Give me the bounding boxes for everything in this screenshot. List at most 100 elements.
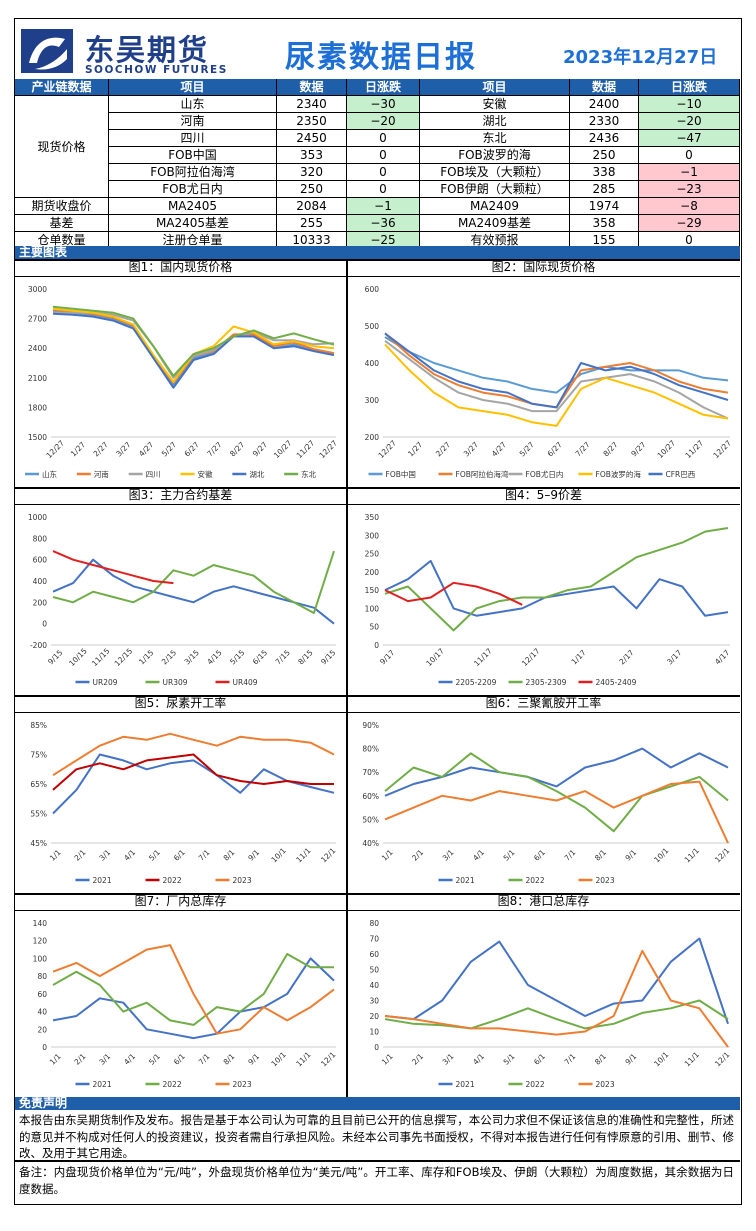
- x-tick-label: 4/27: [490, 440, 508, 458]
- table-value: 2330: [570, 113, 639, 130]
- legend-label: UR309: [163, 678, 188, 687]
- table-header-1: 项目: [109, 79, 277, 96]
- x-tick-label: 2/1: [73, 848, 88, 863]
- y-tick-label: 300: [365, 531, 380, 540]
- table-change: −20: [347, 113, 420, 130]
- y-tick-label: 55%: [30, 810, 47, 819]
- series-line-2022: [384, 752, 729, 833]
- legend-label: 2021: [93, 876, 112, 885]
- footnote-text: 备注：内盘现货价格单位为“元/吨”，外盘现货价格单位为“美元/吨”。开工率、库存…: [19, 1165, 734, 1196]
- x-tick-label: 5/1: [147, 1052, 162, 1067]
- logo-english-name: SOOCHOW FUTURES: [85, 64, 228, 76]
- table-value: 255: [277, 215, 347, 232]
- chart-title: 图6：三聚氰胺开工率: [347, 695, 740, 713]
- x-tick-label: 12/27: [711, 438, 733, 460]
- chart-title: 图7：厂内总库存: [15, 893, 346, 911]
- y-tick-label: 1500: [28, 433, 47, 442]
- y-tick-label: 40: [369, 981, 379, 990]
- series-line-2021: [384, 937, 729, 1025]
- y-tick-label: 100: [365, 604, 380, 613]
- y-tick-label: 20: [369, 1012, 379, 1021]
- series-line-UR409: [52, 550, 174, 585]
- y-tick-label: 400: [33, 577, 48, 586]
- legend-label: 2023: [596, 1080, 615, 1089]
- x-tick-label: 4/17: [713, 648, 731, 666]
- x-tick-label: 6/1: [172, 848, 187, 863]
- chart-title: 图4：5–9价差: [347, 487, 740, 505]
- x-tick-label: 8/1: [593, 848, 608, 863]
- x-tick-label: 7/15: [274, 648, 292, 666]
- x-tick-label: 12/27: [44, 438, 66, 460]
- legend-label: 四川: [146, 470, 161, 479]
- chart-c4: 350 300 250 200 150 100 50 09/17 10/17 11/17 12/17…: [365, 513, 732, 687]
- legend-label: 2021: [456, 1080, 475, 1089]
- table-value: 338: [570, 164, 639, 181]
- legend-label: 2023: [233, 876, 252, 885]
- x-tick-label: 5/1: [502, 848, 517, 863]
- series-line-FOB尤日内: [384, 340, 729, 420]
- chart-c5: 85% 75% 65% 55% 45%1/1 2/1 3/1 4/1 5/1 6/1 7/1 8/1 9…: [30, 721, 337, 885]
- legend-label: FOB波罗的海: [596, 469, 642, 479]
- y-tick-label: 75%: [30, 751, 47, 760]
- y-tick-label: 50: [369, 966, 379, 975]
- table-change: −30: [347, 96, 420, 113]
- x-tick-label: 7/1: [563, 848, 578, 863]
- table-group-label: 现货价格: [15, 96, 109, 198]
- legend-label: 河南: [94, 469, 109, 479]
- y-tick-label: 500: [365, 322, 380, 331]
- chart-title: 图2：国际现货价格: [347, 259, 740, 277]
- y-tick-label: 250: [365, 550, 380, 559]
- disclaimer-divider: [15, 1160, 740, 1162]
- table-change: −25: [347, 232, 420, 249]
- chart-row-divider: [15, 893, 740, 895]
- chart-row-divider: [15, 695, 740, 697]
- legend-label: 2023: [596, 876, 615, 885]
- x-tick-label: 12/15: [113, 646, 135, 668]
- x-tick-label: 3/27: [462, 440, 480, 458]
- y-tick-label: 400: [365, 359, 380, 368]
- y-tick-label: 40: [37, 1008, 47, 1017]
- series-line-2021: [52, 753, 335, 815]
- x-tick-label: 1/1: [48, 1052, 63, 1067]
- report-frame: 东吴期货 SOOCHOW FUTURES 尿素数据日报 2023年12月27日 …: [14, 18, 742, 1205]
- legend-label: 2022: [163, 1080, 182, 1089]
- y-tick-label: 200: [365, 568, 380, 577]
- table-change: 0: [347, 147, 420, 164]
- x-tick-label: 12/27: [317, 438, 339, 460]
- logo-chinese-name: 东吴期货: [85, 33, 210, 67]
- table-item: MA2409: [420, 198, 570, 215]
- chart-title: 图5：尿素开工率: [15, 695, 346, 713]
- y-tick-label: 0: [374, 1043, 379, 1052]
- x-tick-label: 2/1: [73, 1052, 88, 1067]
- soochow-logo-icon: [21, 29, 73, 73]
- table-header-6: 日涨跌: [639, 79, 740, 96]
- legend-label: 2022: [526, 1080, 545, 1089]
- table-value: 2350: [277, 113, 347, 130]
- y-tick-label: 80%: [362, 745, 379, 754]
- x-tick-label: 6/27: [183, 440, 201, 458]
- y-tick-label: 50: [369, 623, 379, 632]
- y-tick-label: 800: [33, 534, 48, 543]
- legend-label: 2022: [163, 876, 182, 885]
- chart-c8: 80 70 60 50 40 30 20 10 01/1 2/1 3/1 4/1 5/1 6/1 7/1 8/…: [369, 919, 731, 1089]
- y-tick-label: 1000: [28, 513, 47, 522]
- series-line-2405-2409: [384, 581, 523, 606]
- series-line-2022: [52, 753, 334, 791]
- table-item: 四川: [109, 130, 277, 147]
- series-line-东北: [52, 305, 335, 377]
- x-tick-label: 3/27: [114, 440, 132, 458]
- table-change: 0: [347, 181, 420, 198]
- x-tick-label: 11/27: [683, 438, 705, 460]
- x-tick-label: 2/1: [410, 1052, 425, 1067]
- y-tick-label: 80: [37, 972, 47, 981]
- series-line-2305-2309: [384, 527, 729, 632]
- table-item: FOB阿拉伯海湾: [109, 164, 277, 181]
- x-tick-label: 9/1: [623, 848, 638, 863]
- disclaimer-text: 本报告由东吴期货制作及发布。报告是基于本公司认为可靠的且目前已公开的信息撰写，本…: [19, 1113, 734, 1160]
- legend-label: 山东: [42, 469, 57, 479]
- y-tick-label: 60%: [362, 792, 379, 801]
- series-line-2205-2209: [384, 559, 729, 617]
- x-tick-label: 8/27: [228, 440, 246, 458]
- x-tick-label: 2/17: [617, 648, 635, 666]
